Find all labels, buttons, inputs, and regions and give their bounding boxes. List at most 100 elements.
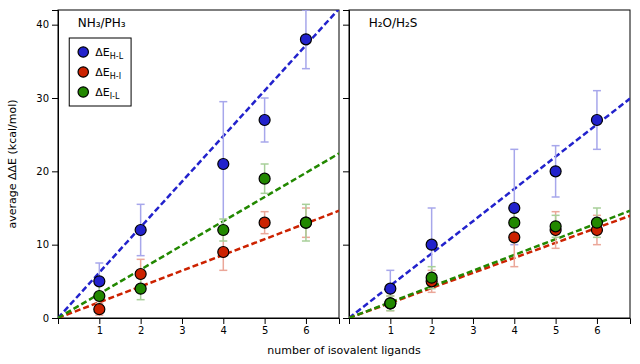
tick-label: 4 <box>221 325 227 336</box>
point <box>509 203 520 214</box>
tick-label: 5 <box>262 325 268 336</box>
error-cap <box>428 266 436 268</box>
tick-mark <box>432 318 433 324</box>
point <box>135 269 146 280</box>
point <box>135 283 146 294</box>
error-cap <box>428 207 436 209</box>
tick-label: 0 <box>43 313 49 324</box>
point <box>218 247 229 258</box>
legend: ΔEH-L ΔEH-I ΔEI-L <box>69 38 131 106</box>
error-cap <box>137 299 145 301</box>
tick-mark <box>390 318 391 324</box>
error-cap <box>428 288 436 290</box>
point <box>218 159 229 170</box>
tick <box>343 98 349 99</box>
tick: 30 <box>36 93 58 104</box>
error-cap <box>552 215 560 217</box>
point <box>94 276 105 287</box>
tick-mark <box>343 98 349 99</box>
point <box>300 217 311 228</box>
tick-label: 4 <box>512 325 518 336</box>
tick: 5 <box>262 318 268 336</box>
point <box>426 239 437 250</box>
plot-frame <box>349 10 630 318</box>
axis-xticks: 1 2 3 4 5 6 <box>59 318 340 336</box>
tick-label: 40 <box>36 19 49 30</box>
point <box>259 115 270 126</box>
tick-mark <box>343 25 349 26</box>
error-cap <box>261 163 269 165</box>
error-cap <box>386 270 394 272</box>
point <box>550 221 561 232</box>
tick-label: 3 <box>179 325 185 336</box>
tick-label: 20 <box>36 166 49 177</box>
error-cap <box>137 204 145 206</box>
error-cap <box>593 207 601 209</box>
error-cap <box>593 244 601 246</box>
point <box>94 291 105 302</box>
point <box>259 173 270 184</box>
tick: 3 <box>179 318 185 336</box>
tick-mark <box>306 318 307 324</box>
point <box>426 272 437 283</box>
error-cap <box>593 90 601 92</box>
fit-line <box>349 216 630 318</box>
tick <box>343 318 349 319</box>
tick <box>343 25 349 26</box>
error-cap <box>219 101 227 103</box>
point <box>300 217 311 228</box>
error-cap <box>593 149 601 151</box>
tick-mark <box>265 318 266 324</box>
legend-marker <box>78 67 88 77</box>
tick: 2 <box>138 318 144 336</box>
legend-label: ΔEH-L <box>95 46 123 61</box>
tick-mark <box>52 171 58 172</box>
error-cap <box>302 240 310 242</box>
error-cap <box>552 196 560 198</box>
error-cap <box>261 97 269 99</box>
error-cap <box>302 68 310 70</box>
tick-label: 1 <box>97 325 103 336</box>
point <box>300 34 311 45</box>
axis-domain <box>343 11 350 319</box>
error-cap <box>552 237 560 239</box>
tick: 0 <box>43 313 58 324</box>
point <box>259 217 270 228</box>
tick-mark <box>473 318 474 324</box>
error-cap <box>386 310 394 312</box>
tick: 5 <box>553 318 559 336</box>
point <box>135 225 146 236</box>
error-cap <box>386 295 394 297</box>
legend-label: ΔEI-L <box>95 86 120 101</box>
point <box>385 298 396 309</box>
tick-mark <box>52 318 58 319</box>
error-bar <box>510 149 518 244</box>
fit-line <box>58 10 339 318</box>
error-cap <box>552 145 560 147</box>
tick-mark <box>99 318 100 324</box>
tick: 6 <box>303 318 309 336</box>
panel: 123456010203040NH₃/PH₃ΔEH-LΔEH-IΔEI-L <box>36 9 339 336</box>
legend-marker <box>78 87 88 97</box>
axis-domain <box>52 11 59 319</box>
error-cap <box>510 266 518 268</box>
error-cap <box>261 233 269 235</box>
axis-yticks: 010203040 <box>36 11 58 324</box>
tick <box>343 245 349 246</box>
tick-label: 2 <box>138 325 144 336</box>
tick: 4 <box>221 318 227 336</box>
point <box>385 283 396 294</box>
error-cap <box>428 292 436 294</box>
x-axis-title: number of isovalent ligands <box>267 344 421 357</box>
error-cap <box>137 255 145 257</box>
legend-label: ΔEH-I <box>95 66 121 81</box>
point <box>94 304 105 315</box>
point <box>550 166 561 177</box>
tick-mark <box>597 318 598 324</box>
point <box>591 217 602 228</box>
fit-line <box>349 99 630 318</box>
panel: 123456H₂O/H₂S <box>343 10 631 336</box>
marks <box>58 10 339 318</box>
point <box>218 225 229 236</box>
error-cap <box>137 259 145 261</box>
